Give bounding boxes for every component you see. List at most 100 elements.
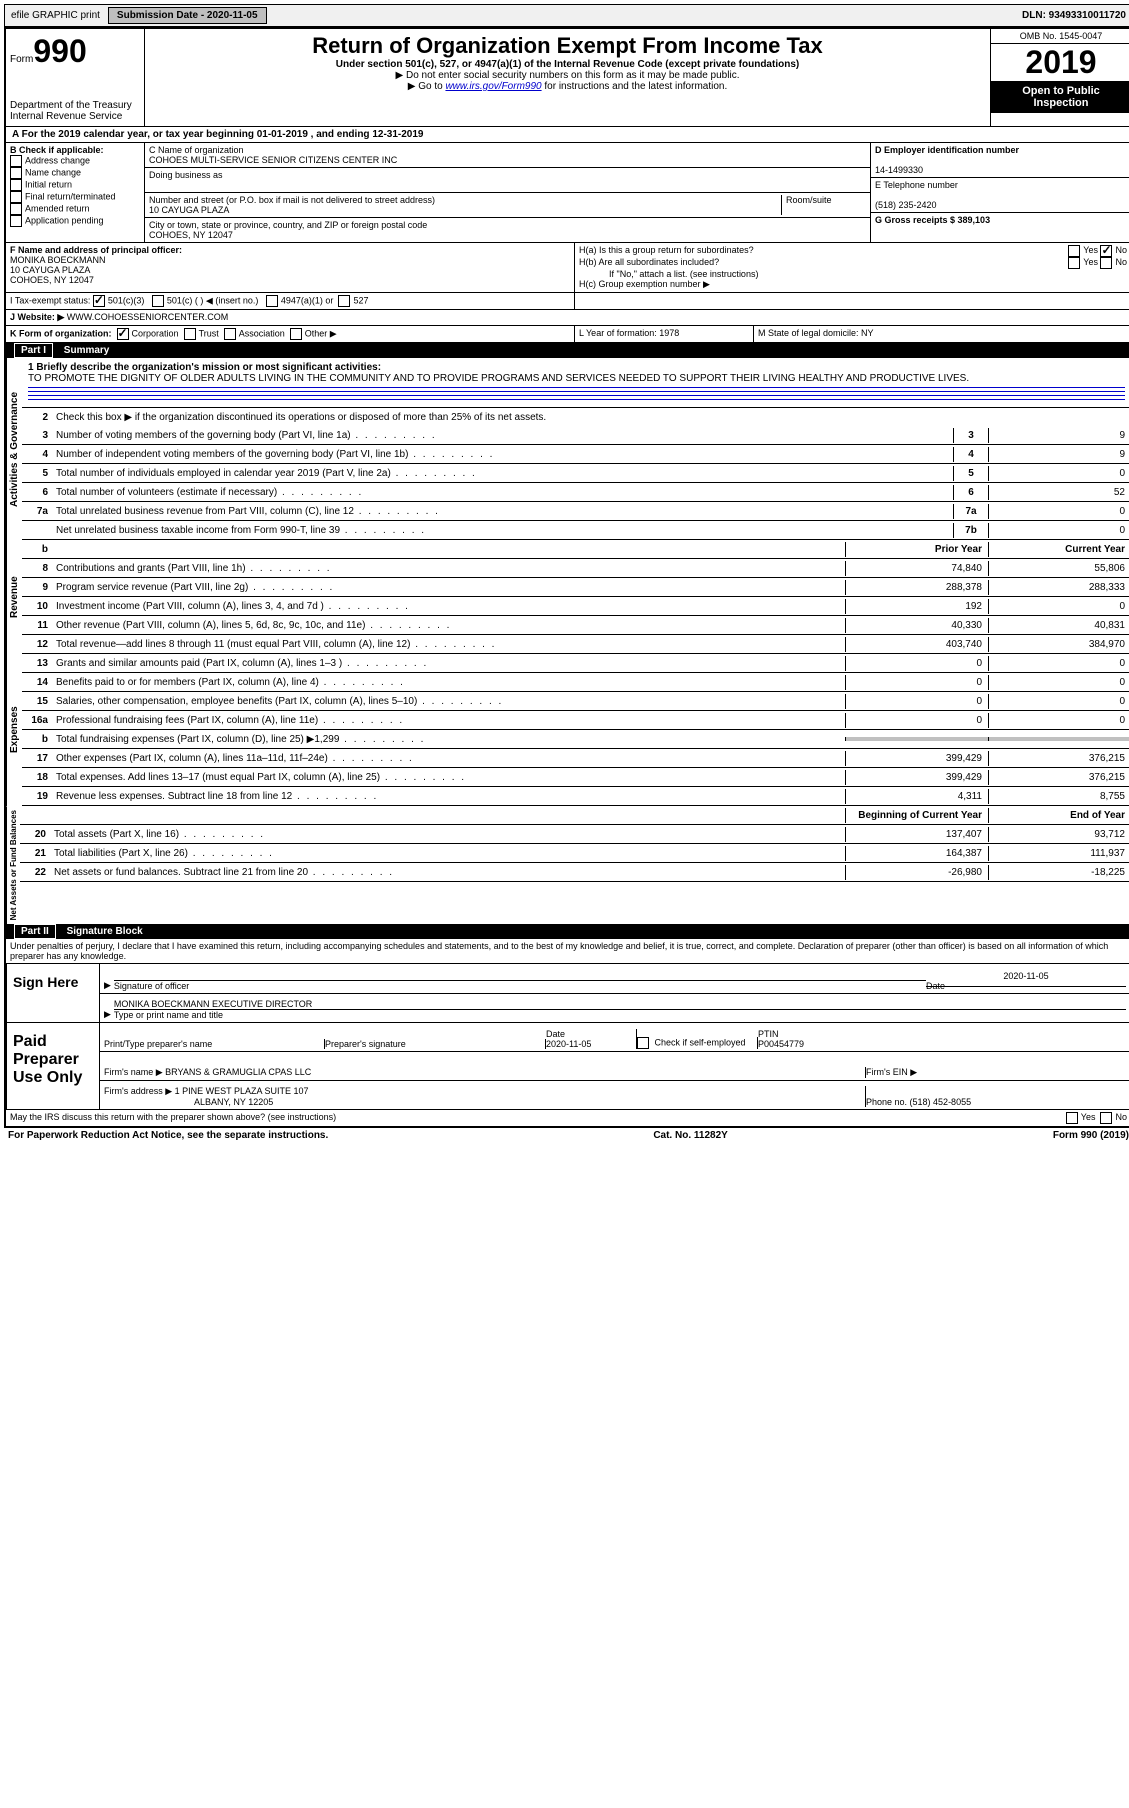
opt-final-return: Final return/terminated	[25, 191, 116, 201]
line-num: 12	[22, 637, 52, 652]
chk-amended[interactable]	[10, 203, 22, 215]
line-desc: Total unrelated business revenue from Pa…	[52, 504, 953, 519]
line-box: 4	[953, 447, 988, 462]
line-desc: Total fundraising expenses (Part IX, col…	[52, 732, 845, 747]
opt-initial-return: Initial return	[25, 179, 72, 189]
prep-date-label: Date	[546, 1029, 565, 1039]
col-c: C Name of organization COHOES MULTI-SERV…	[145, 143, 871, 242]
chk-assoc[interactable]	[224, 328, 236, 340]
dln-label: DLN: 93493310011720	[1016, 8, 1129, 23]
line-desc: Total number of volunteers (estimate if …	[52, 485, 953, 500]
form-header: Form990 Department of the Treasury Inter…	[6, 29, 1129, 127]
open-public-1: Open to Public	[993, 85, 1129, 97]
line-num: 9	[22, 580, 52, 595]
chk-address-change[interactable]	[10, 155, 22, 167]
chk-527[interactable]	[338, 295, 350, 307]
line-num: 17	[22, 751, 52, 766]
part2-title: Signature Block	[67, 926, 143, 937]
chk-501c[interactable]	[152, 295, 164, 307]
form-subtitle: Under section 501(c), 527, or 4947(a)(1)…	[149, 59, 986, 70]
tax-year: 2019	[991, 44, 1129, 81]
chk-ha-yes[interactable]	[1068, 245, 1080, 257]
hb-no: No	[1115, 257, 1127, 269]
current-val: 111,937	[988, 846, 1129, 861]
sig-officer-label: Signature of officer	[114, 981, 189, 991]
ha-label: H(a) Is this a group return for subordin…	[579, 245, 1068, 257]
line-num: 6	[22, 485, 52, 500]
line-desc: Total assets (Part X, line 16)	[50, 827, 845, 842]
current-val: 40,831	[988, 618, 1129, 633]
line-box: 7b	[953, 523, 988, 538]
summary-line: 14 Benefits paid to or for members (Part…	[22, 673, 1129, 692]
firm-addr1: 1 PINE WEST PLAZA SUITE 107	[175, 1086, 309, 1096]
m-label: M State of legal domicile: NY	[754, 326, 1129, 342]
i-label: I Tax-exempt status:	[10, 295, 90, 305]
chk-hb-no[interactable]	[1100, 257, 1112, 269]
chk-discuss-yes[interactable]	[1066, 1112, 1078, 1124]
hc-label: H(c) Group exemption number ▶	[579, 279, 1127, 290]
chk-trust[interactable]	[184, 328, 196, 340]
part2-bar: Part II Signature Block	[6, 924, 1129, 939]
part1-bar: Part I Summary	[6, 343, 1129, 358]
prep-sig-label: Preparer's signature	[325, 1039, 546, 1049]
chk-other[interactable]	[290, 328, 302, 340]
line-a: A For the 2019 calendar year, or tax yea…	[6, 127, 1129, 143]
col-b-label: B Check if applicable:	[10, 145, 104, 155]
chk-4947[interactable]	[266, 295, 278, 307]
line-desc: Revenue less expenses. Subtract line 18 …	[52, 789, 845, 804]
chk-name-change[interactable]	[10, 167, 22, 179]
submission-date-btn[interactable]: Submission Date - 2020-11-05	[108, 7, 267, 24]
chk-hb-yes[interactable]	[1068, 257, 1080, 269]
chk-app-pending[interactable]	[10, 215, 22, 227]
line-desc: Salaries, other compensation, employee b…	[52, 694, 845, 709]
discuss-yes: Yes	[1081, 1112, 1096, 1124]
summary-line: 5 Total number of individuals employed i…	[22, 464, 1129, 483]
chk-initial-return[interactable]	[10, 179, 22, 191]
row-fh: F Name and address of principal officer:…	[6, 243, 1129, 293]
rev-header: b Prior Year Current Year	[22, 540, 1129, 559]
line-box: 7a	[953, 504, 988, 519]
summary-line: 7a Total unrelated business revenue from…	[22, 502, 1129, 521]
prior-val: 4,311	[845, 789, 988, 804]
chk-501c3[interactable]	[93, 295, 105, 307]
paid-label: Paid Preparer Use Only	[7, 1023, 100, 1109]
opt-4947: 4947(a)(1) or	[281, 295, 334, 305]
opt-amended: Amended return	[25, 203, 90, 213]
form-number: 990	[33, 33, 86, 69]
opt-other: Other ▶	[305, 328, 337, 338]
prior-val: 192	[845, 599, 988, 614]
summary-line: 13 Grants and similar amounts paid (Part…	[22, 654, 1129, 673]
goto-link[interactable]: www.irs.gov/Form990	[445, 81, 541, 92]
prior-val: 403,740	[845, 637, 988, 652]
current-val: 0	[988, 694, 1129, 709]
rule-icon	[28, 399, 1125, 400]
line-val: 52	[988, 485, 1129, 500]
opt-trust: Trust	[199, 328, 219, 338]
opt-527: 527	[353, 295, 368, 305]
opt-501c: 501(c) ( ) ◀ (insert no.)	[167, 295, 258, 305]
officer-addr1: 10 CAYUGA PLAZA	[10, 265, 90, 275]
footer-left: For Paperwork Reduction Act Notice, see …	[8, 1130, 328, 1141]
part1-title: Summary	[64, 345, 110, 356]
officer-addr2: COHOES, NY 12047	[10, 275, 94, 285]
chk-discuss-no[interactable]	[1100, 1112, 1112, 1124]
chk-self-employed[interactable]	[637, 1037, 649, 1049]
arrow-icon	[104, 980, 114, 991]
sig-date-val: 2020-11-05	[926, 971, 1126, 981]
prior-val	[845, 737, 988, 741]
line-desc: Investment income (Part VIII, column (A)…	[52, 599, 845, 614]
rule-icon	[28, 391, 1125, 392]
summary-line: 16a Professional fundraising fees (Part …	[22, 711, 1129, 730]
dept-label: Department of the Treasury Internal Reve…	[10, 100, 140, 122]
chk-ha-no[interactable]	[1100, 245, 1112, 257]
current-val: 288,333	[988, 580, 1129, 595]
chk-final-return[interactable]	[10, 191, 22, 203]
city-label: City or town, state or province, country…	[149, 220, 427, 230]
vlab-ag: Activities & Governance	[6, 358, 22, 540]
vlab-rev: Revenue	[6, 540, 22, 654]
topbar: efile GRAPHIC print Submission Date - 20…	[4, 4, 1129, 27]
current-val: 0	[988, 656, 1129, 671]
chk-corp[interactable]	[117, 328, 129, 340]
paid-preparer-block: Paid Preparer Use Only Print/Type prepar…	[6, 1023, 1129, 1110]
prior-val: 0	[845, 694, 988, 709]
